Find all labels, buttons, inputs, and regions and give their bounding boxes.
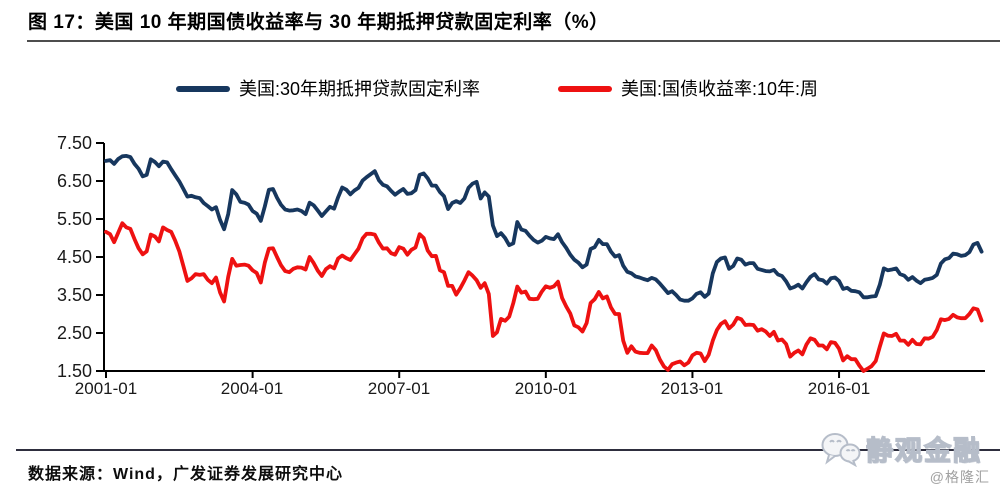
axis-frame [103, 143, 985, 372]
y-tick-label: 5.50 [56, 209, 92, 229]
y-tick-label: 7.50 [56, 133, 92, 153]
mortgage-line-swatch-icon [176, 86, 230, 92]
title-divider [27, 40, 1000, 42]
treasury-yield-line [104, 221, 984, 373]
legend-item-treasury: 美国:国债收益率:10年:周 [558, 77, 818, 101]
treasury-line-swatch-icon [558, 86, 612, 92]
x-tick-label: 2013-01 [660, 379, 724, 398]
y-tick-label: 1.50 [56, 361, 92, 381]
x-tick-label: 2007-01 [367, 379, 431, 398]
y-tick-label: 4.50 [56, 247, 92, 267]
mortgage-rate-line [104, 153, 984, 303]
x-tick-label: 2001-01 [74, 379, 138, 398]
legend-label-treasury: 美国:国债收益率:10年:周 [621, 79, 819, 99]
footer-divider [16, 449, 1000, 451]
publisher-handle: @格隆汇 [929, 469, 990, 485]
legend-label-mortgage: 美国:30年期抵押贷款固定利率 [239, 79, 481, 99]
x-tick-label: 2004-01 [220, 379, 284, 398]
figure-title: 图 17：美国 10 年期国债收益率与 30 年期抵押贷款固定利率（%） [28, 12, 609, 33]
y-tick-label: 3.50 [56, 285, 92, 305]
x-tick-label: 2016-01 [807, 379, 871, 398]
legend-item-mortgage: 美国:30年期抵押贷款固定利率 [176, 77, 480, 101]
data-source: 数据来源：Wind，广发证券发展研究中心 [28, 466, 343, 483]
x-tick-label: 2010-01 [514, 379, 578, 398]
y-tick-label: 6.50 [56, 171, 92, 191]
y-tick-label: 2.50 [56, 323, 92, 343]
